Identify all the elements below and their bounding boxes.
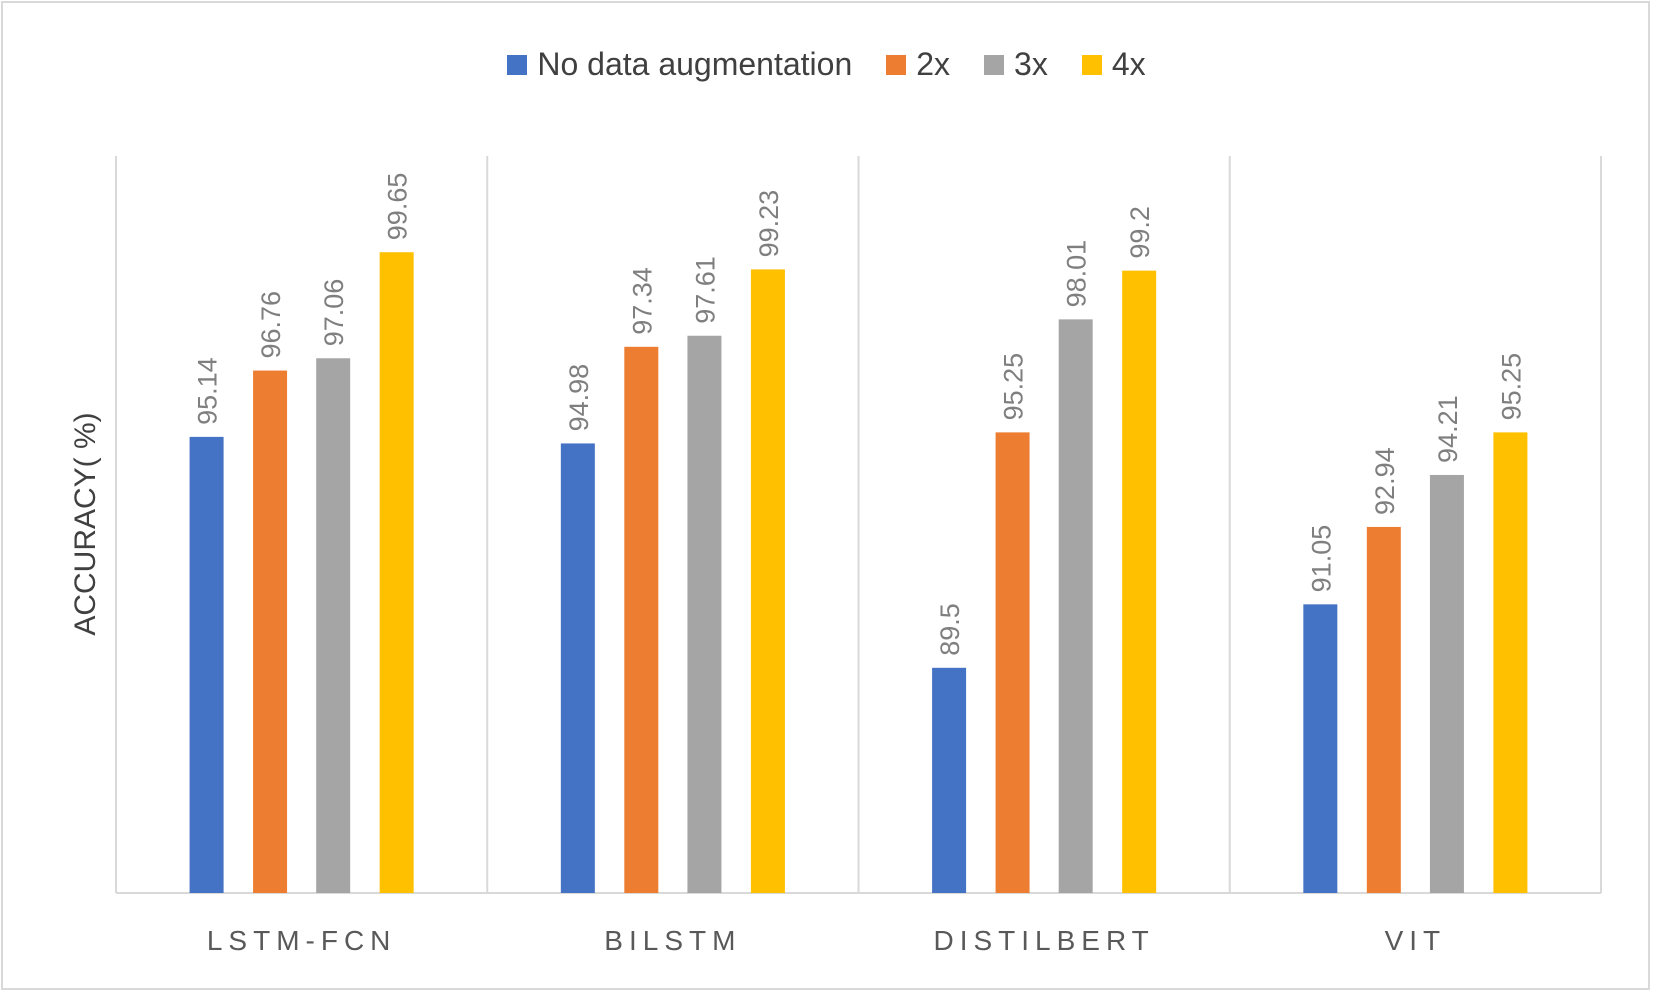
legend-label: 2x [916, 46, 951, 82]
legend-item: 2x [886, 46, 950, 83]
data-label: 96.76 [256, 291, 286, 359]
legend-swatch [1081, 54, 1102, 75]
bar [1429, 474, 1464, 893]
bar [1303, 604, 1338, 893]
data-label: 97.34 [627, 267, 657, 335]
legend-label: 4x [1111, 46, 1146, 82]
data-label: 97.61 [690, 256, 720, 324]
data-label: 97.06 [319, 279, 349, 347]
bar [995, 432, 1030, 893]
bar [560, 443, 595, 893]
category-label: VIT [1385, 925, 1447, 956]
bar [932, 667, 967, 893]
legend-item: 4x [1081, 46, 1146, 83]
legend: No data augmentation 2x 3x 4x [0, 46, 1653, 83]
data-label: 94.98 [564, 364, 594, 432]
data-label: 92.94 [1370, 447, 1400, 515]
bar [379, 252, 414, 893]
category-label: DISTILBERT [933, 925, 1154, 956]
bar [316, 358, 351, 893]
bar [1122, 270, 1157, 894]
bar [253, 370, 288, 893]
legend-label: No data augmentation [537, 46, 853, 82]
bar [1058, 319, 1093, 893]
bar [1366, 526, 1401, 893]
bar [687, 335, 722, 894]
bar [1493, 432, 1528, 893]
data-label: 95.25 [1496, 353, 1526, 421]
data-label: 99.2 [1125, 206, 1155, 259]
legend-swatch [984, 54, 1005, 75]
category-label: BILSTM [604, 925, 741, 956]
legend-swatch [507, 54, 528, 75]
bar [750, 269, 785, 893]
data-label: 95.25 [999, 353, 1029, 421]
category-label: LSTM-FCN [207, 925, 397, 956]
data-label: 94.21 [1433, 395, 1463, 463]
data-label: 99.65 [383, 173, 413, 241]
data-label: 95.14 [193, 357, 223, 425]
data-label: 91.05 [1306, 525, 1336, 593]
bar [624, 346, 659, 893]
data-label: 99.23 [754, 190, 784, 258]
data-label: 98.01 [1062, 240, 1092, 308]
legend-item: 3x [984, 46, 1048, 83]
legend-swatch [886, 54, 907, 75]
bar [189, 436, 224, 893]
legend-label: 3x [1014, 46, 1048, 82]
legend-item: No data augmentation [507, 46, 852, 83]
data-label: 89.5 [935, 603, 965, 656]
